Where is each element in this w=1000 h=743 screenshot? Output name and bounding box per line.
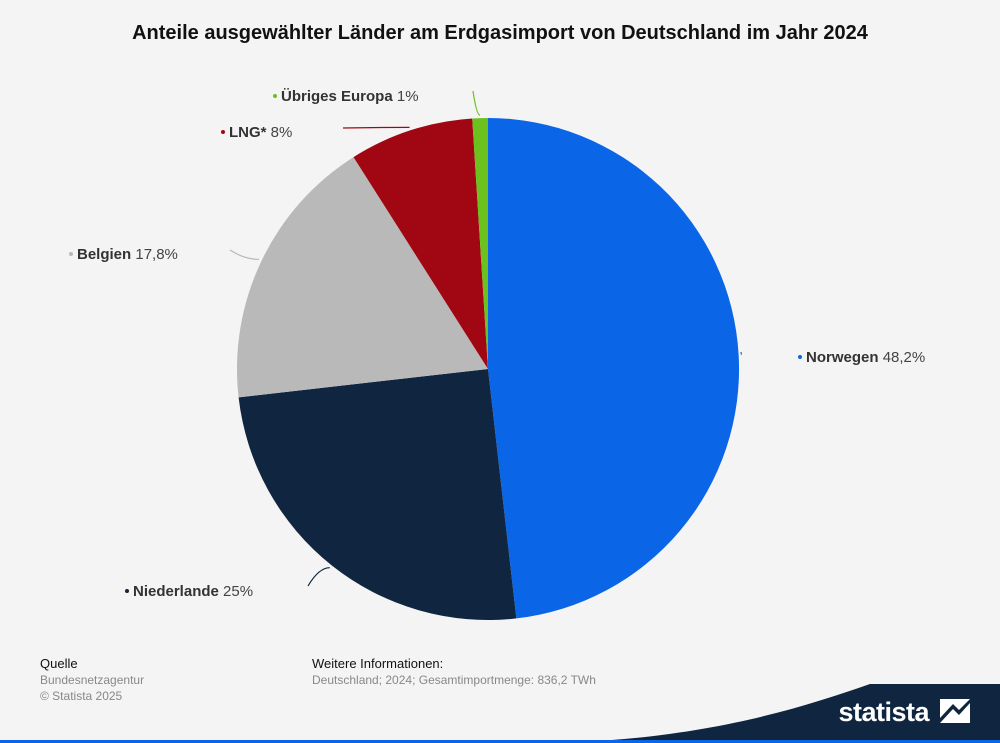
data-label-name: Übriges Europa	[281, 88, 397, 105]
data-label-value: 48,2%	[883, 349, 926, 366]
logo-text: statista	[838, 697, 929, 727]
leader-line	[307, 567, 330, 587]
chart-title: Anteile ausgewählter Länder am Erdgasimp…	[132, 22, 868, 44]
footer-bar	[0, 740, 1000, 743]
pie-slice-belgien[interactable]	[236, 157, 488, 398]
leader-line	[472, 90, 481, 116]
footer-wave	[560, 684, 1000, 743]
legend-dot	[221, 130, 225, 134]
data-label-name: Belgien	[77, 246, 135, 263]
data-label-value: 1%	[397, 88, 419, 105]
source-heading: Quelle	[40, 656, 78, 671]
pie-slice-lng-[interactable]	[353, 118, 488, 370]
info-block: Weitere Informationen: Deutschland; 2024…	[312, 656, 596, 688]
legend-dot	[273, 94, 277, 98]
data-label-name: Niederlande	[133, 583, 223, 600]
source-block: Quelle Bundesnetzagentur © Statista 2025	[40, 656, 144, 704]
info-text: Deutschland; 2024; Gesamtimportmenge: 83…	[312, 673, 596, 687]
data-label-name: Norwegen	[806, 349, 883, 366]
source-name[interactable]: Bundesnetzagentur	[40, 673, 145, 687]
data-label: Niederlande 25%	[133, 583, 253, 600]
data-label-value: 25%	[223, 583, 253, 600]
pie-slice-niederlande[interactable]	[238, 369, 517, 621]
data-label-value: 8%	[271, 124, 293, 141]
pie-slice-norwegen[interactable]	[488, 118, 740, 619]
legend-dot	[798, 355, 802, 359]
pie-slices	[236, 118, 740, 621]
leader-line	[740, 351, 743, 356]
data-label-name: LNG*	[229, 124, 271, 141]
data-label: LNG* 8%	[229, 124, 292, 141]
data-label: Übriges Europa 1%	[281, 88, 419, 105]
legend-dot	[69, 252, 73, 256]
data-label-value: 17,8%	[135, 246, 178, 263]
logo-mark-icon	[940, 699, 970, 723]
statista-logo[interactable]: statista	[838, 697, 970, 728]
data-label: Norwegen 48,2%	[806, 349, 925, 366]
copyright: © Statista 2025	[40, 689, 123, 703]
data-label: Belgien 17,8%	[77, 246, 178, 263]
leader-line	[342, 126, 410, 129]
info-heading: Weitere Informationen:	[312, 656, 444, 671]
slice-labels: Norwegen 48,2% Niederlande 25% Belgien 17,…	[69, 88, 925, 600]
legend-dot	[125, 589, 129, 593]
leader-lines	[229, 90, 743, 587]
pie-slice-übriges-europa[interactable]	[472, 118, 488, 369]
leader-line	[229, 249, 259, 260]
